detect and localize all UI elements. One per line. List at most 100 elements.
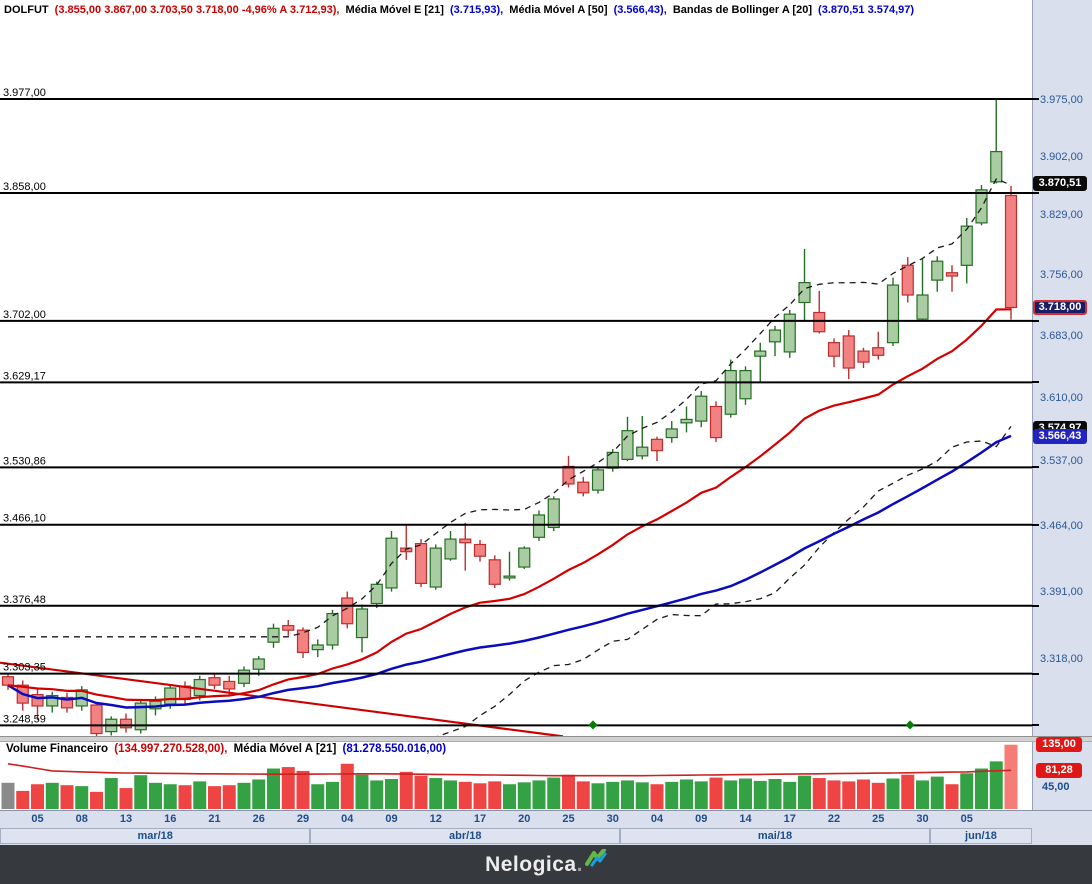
volume-bar bbox=[252, 779, 266, 809]
pane-splitter[interactable] bbox=[0, 736, 1092, 742]
candle-body bbox=[990, 151, 1003, 183]
volume-bar bbox=[296, 770, 310, 809]
volume-bar bbox=[945, 784, 959, 809]
volume-chart[interactable] bbox=[0, 742, 1032, 810]
volume-bar bbox=[458, 781, 472, 809]
month-band-segment[interactable]: mai/18 bbox=[620, 828, 930, 844]
candle-body bbox=[282, 624, 295, 631]
volume-bar bbox=[680, 779, 693, 809]
date-tick-label: 21 bbox=[208, 813, 221, 825]
volume-bars-layer bbox=[1, 744, 1018, 809]
price-level-label: 3.530,86 bbox=[3, 455, 46, 467]
ema21-line bbox=[7, 308, 1012, 702]
volume-bar bbox=[45, 782, 59, 809]
candle-body bbox=[46, 694, 59, 707]
date-tick-label: 30 bbox=[916, 813, 929, 825]
candle-body bbox=[532, 514, 546, 538]
axis-level-tick bbox=[1032, 192, 1039, 195]
price-level-label: 3.303,35 bbox=[3, 662, 46, 674]
volume-bar bbox=[414, 775, 428, 809]
volume-bar bbox=[517, 782, 531, 809]
price-badge: 3.870,51 bbox=[1033, 175, 1087, 191]
volume-bar bbox=[665, 781, 679, 809]
axis-level-tick bbox=[1032, 319, 1039, 322]
volume-bar bbox=[694, 781, 708, 809]
candle-body bbox=[916, 294, 929, 320]
volume-bar bbox=[163, 784, 177, 809]
volume-bar bbox=[768, 779, 782, 809]
volume-bar bbox=[75, 786, 89, 809]
right-axis-tick: 3.756,00 bbox=[1040, 269, 1083, 281]
volume-bar bbox=[119, 788, 133, 809]
price-chart[interactable]: 3.977,00 3.858,00 3.702,00 3.629,17 3.530,86… bbox=[0, 20, 1032, 736]
volume-bar bbox=[149, 782, 162, 809]
candle-body bbox=[90, 704, 103, 735]
candle-body bbox=[311, 644, 324, 651]
candle-body bbox=[768, 329, 782, 343]
volume-bar bbox=[370, 780, 384, 809]
ma50-label: Média Móvel A [50] bbox=[509, 4, 608, 16]
candle-body bbox=[739, 369, 752, 400]
candle-body bbox=[296, 629, 310, 654]
volume-bar bbox=[503, 784, 516, 809]
volume-bar bbox=[562, 774, 575, 809]
ma21-label: Média Móvel E [21] bbox=[345, 4, 444, 16]
price-level-label: 3.702,00 bbox=[3, 309, 46, 321]
candle-body bbox=[783, 313, 796, 353]
date-tick-label: 09 bbox=[695, 813, 708, 825]
axis-level-tick bbox=[1032, 466, 1039, 469]
nelogica-logo-icon bbox=[584, 848, 607, 867]
volume-bar bbox=[606, 781, 620, 809]
candle-body bbox=[591, 469, 605, 491]
candle-body bbox=[370, 583, 383, 605]
date-tick-label: 17 bbox=[473, 813, 487, 825]
volume-bar bbox=[134, 775, 148, 809]
month-band-segment[interactable]: abr/18 bbox=[310, 828, 621, 844]
date-tick-label: 30 bbox=[606, 813, 619, 825]
date-tick-label: 09 bbox=[385, 813, 398, 825]
volume-bar bbox=[399, 771, 413, 809]
volume-bar bbox=[355, 774, 369, 809]
volume-bar bbox=[193, 781, 207, 809]
candles-layer bbox=[1, 99, 1018, 736]
volume-bar bbox=[340, 763, 354, 809]
candle-body bbox=[444, 538, 457, 560]
volume-bar bbox=[326, 781, 339, 809]
volume-bar bbox=[488, 781, 502, 809]
date-tick-label: 12 bbox=[429, 813, 442, 825]
ma21-value: (3.715,93), bbox=[450, 4, 504, 16]
volume-bar bbox=[90, 791, 103, 809]
price-badge: 3.566,43 bbox=[1033, 428, 1087, 444]
volume-bar bbox=[886, 778, 900, 809]
date-axis[interactable]: 05 08 13 16 21 26 29 04 09 12 17 20 25 30 04 09 14 17 22 25… bbox=[0, 810, 1092, 828]
candle-body bbox=[975, 189, 988, 224]
price-level-label: 3.466,10 bbox=[3, 513, 46, 525]
bollinger-lower-line bbox=[436, 426, 1012, 736]
brand-wordmark: Nelogica bbox=[485, 852, 577, 876]
volume-badge: 81,28 bbox=[1036, 762, 1082, 778]
volume-bar bbox=[222, 785, 236, 809]
month-band-segment[interactable]: jun/18 bbox=[929, 828, 1032, 844]
volume-bar bbox=[871, 782, 885, 809]
volume-bar bbox=[104, 778, 118, 809]
date-tick-label: 25 bbox=[872, 813, 885, 825]
axis-level-tick bbox=[1032, 523, 1039, 526]
candle-body bbox=[341, 597, 354, 625]
candle-body bbox=[208, 677, 221, 686]
month-band[interactable]: mar/18 abr/18 mai/18 jun/18 bbox=[0, 828, 1092, 845]
candle-body bbox=[134, 702, 147, 731]
volume-value: (134.997.270.528,00), bbox=[114, 743, 228, 755]
price-level-label: 3.858,00 bbox=[3, 181, 46, 193]
volume-bar bbox=[444, 780, 457, 809]
volume-bar bbox=[930, 776, 944, 809]
volume-bar bbox=[1004, 744, 1018, 809]
date-tick-label: 22 bbox=[827, 813, 841, 825]
descending-trendline[interactable] bbox=[0, 661, 564, 736]
candle-body bbox=[695, 395, 708, 422]
volume-bar bbox=[621, 780, 634, 809]
candle-body bbox=[960, 225, 973, 266]
month-band-segment[interactable]: mar/18 bbox=[0, 828, 311, 844]
candle-body bbox=[31, 694, 44, 707]
bollinger-value: (3.870,51 3.574,97) bbox=[818, 4, 915, 16]
date-tick-label: 04 bbox=[650, 813, 664, 825]
